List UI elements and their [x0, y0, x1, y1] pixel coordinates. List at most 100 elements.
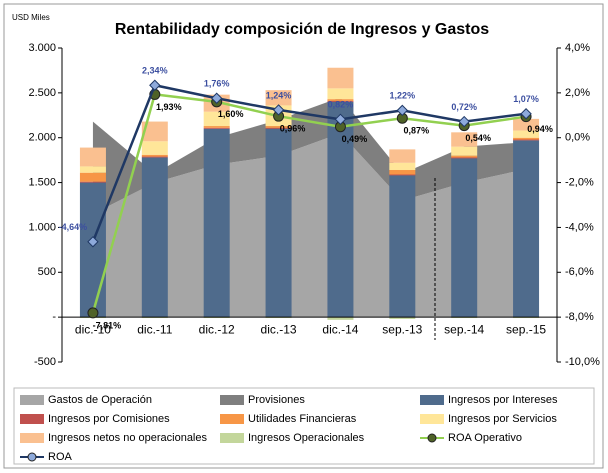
data-label: -4,64%: [59, 222, 88, 232]
marker: [396, 104, 409, 117]
bar: [141, 154, 168, 157]
x-tick-label: dic.-14: [322, 322, 358, 336]
bar: [513, 140, 540, 318]
y2-tick-label: -2,0%: [565, 176, 594, 188]
y2-tick-label: -6,0%: [565, 266, 594, 278]
x-tick-label: dic.-12: [199, 322, 235, 336]
bar: [513, 139, 540, 141]
bar: [327, 88, 354, 100]
legend-label: ROA Operativo: [448, 432, 522, 444]
y-axis-label: USD Miles: [12, 13, 50, 22]
y-tick-label: 1.500: [28, 176, 56, 188]
y2-tick-label: 4,0%: [565, 42, 590, 54]
legend-label: Utilidades Financieras: [248, 413, 357, 425]
legend-swatch: [420, 414, 444, 424]
x-tick-label: dic.-10: [75, 322, 111, 336]
legend-label: Ingresos netos no operacionales: [48, 432, 207, 444]
line: [91, 93, 527, 314]
y2-tick-label: -8,0%: [565, 311, 594, 323]
bar: [389, 175, 416, 318]
legend-swatch: [420, 395, 444, 405]
bar: [141, 156, 168, 158]
bar: [327, 101, 354, 318]
bar: [389, 317, 416, 319]
legend-label: Ingresos por Comisiones: [48, 413, 170, 425]
marker: [520, 108, 532, 120]
data-label: 0,54%: [465, 133, 491, 143]
bar: [79, 181, 106, 183]
marker: [458, 115, 470, 128]
bar: [513, 137, 540, 140]
bar: [513, 130, 540, 138]
marker: [87, 236, 99, 248]
legend-swatch: [20, 395, 44, 405]
chart-title: Rentabilidady composición de Ingresos y …: [115, 21, 489, 38]
bar: [451, 132, 478, 147]
line: [91, 83, 527, 243]
bar: [79, 172, 106, 182]
y2-tick-label: 0,0%: [565, 132, 590, 144]
y-tick-label: 3.000: [28, 42, 56, 54]
y-tick-label: 2.500: [28, 87, 56, 99]
data-label: 0,96%: [280, 124, 306, 134]
data-label: 1,60%: [218, 109, 244, 119]
x-tick-label: dic.-13: [261, 322, 297, 336]
legend-label: Gastos de Operación: [48, 394, 152, 406]
y-tick-label: 1.000: [28, 221, 56, 233]
marker: [87, 307, 99, 319]
bar: [389, 149, 416, 163]
bar: [265, 90, 292, 106]
marker: [272, 104, 285, 116]
legend-swatch: [20, 414, 44, 424]
bar: [451, 157, 478, 159]
data-label: 2,34%: [142, 66, 168, 76]
bar: [389, 170, 416, 175]
data-label: 1,76%: [204, 79, 230, 89]
bar: [265, 126, 292, 128]
bar: [203, 126, 230, 128]
y-tick-label: -500: [34, 356, 56, 368]
y2-tick-label: -10,0%: [565, 356, 600, 368]
data-label: 0,49%: [342, 134, 368, 144]
area: [92, 133, 527, 318]
data-label: 1,93%: [156, 102, 182, 112]
legend-swatch: [220, 414, 244, 424]
data-label: 0,72%: [451, 102, 477, 112]
legend-label: Ingresos por Intereses: [448, 394, 558, 406]
bar: [327, 317, 354, 320]
data-label: 0,94%: [527, 124, 553, 134]
data-label: -7,81%: [93, 320, 122, 330]
data-label: 1,07%: [513, 94, 539, 104]
bar: [203, 111, 230, 127]
bar: [141, 121, 168, 142]
legend-label: Ingresos por Servicios: [448, 413, 557, 425]
x-tick-label: sep.-15: [506, 322, 546, 336]
x-tick-label: sep.-14: [444, 322, 484, 336]
legend-swatch: [220, 433, 244, 443]
bar: [389, 174, 416, 176]
marker: [210, 92, 223, 104]
area: [92, 97, 527, 214]
bar: [451, 146, 478, 156]
bar: [141, 157, 168, 318]
legend-label: Provisiones: [248, 394, 305, 406]
y2-tick-label: 2,0%: [565, 87, 590, 99]
x-tick-label: sep.-13: [382, 322, 422, 336]
bar: [141, 141, 168, 155]
bar: [451, 158, 478, 318]
bar: [79, 166, 106, 173]
legend-label: ROA: [48, 451, 73, 463]
bar: [265, 127, 292, 129]
bar: [265, 128, 292, 318]
bar: [203, 127, 230, 129]
legend-frame: [13, 387, 595, 465]
legend-swatch: [220, 395, 244, 405]
marker: [334, 113, 347, 126]
bar: [79, 147, 106, 167]
y2-tick-label: -4,0%: [565, 221, 594, 233]
x-tick-label: dic.-11: [137, 322, 172, 336]
bar: [327, 99, 354, 101]
bar: [79, 182, 106, 318]
data-label: 1,24%: [266, 90, 292, 100]
